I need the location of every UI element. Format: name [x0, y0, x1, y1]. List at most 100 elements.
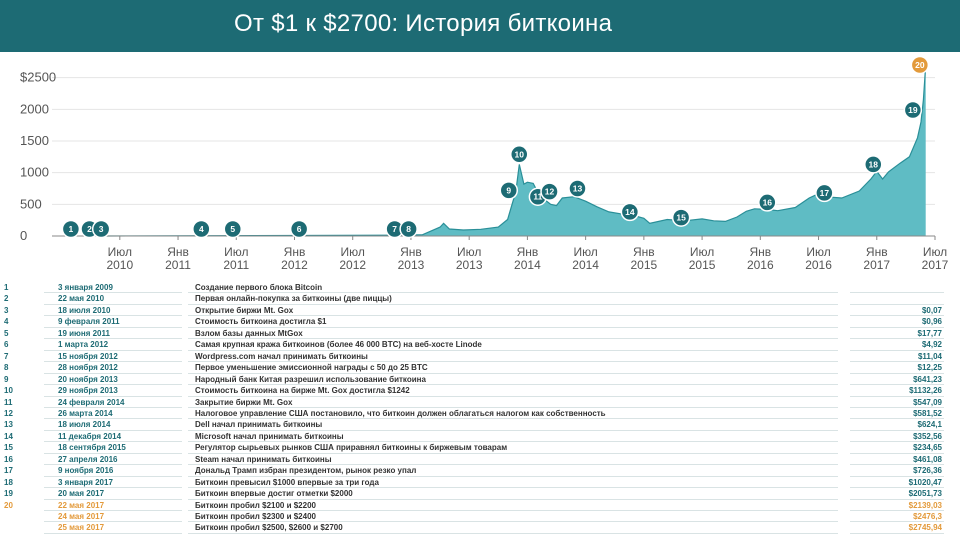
row-separator: [188, 384, 838, 386]
event-description: Открытие биржи Mt. Gox: [195, 305, 294, 315]
row-separator: [188, 498, 838, 500]
row-separator: [188, 429, 838, 431]
event-marker-16: [758, 193, 777, 212]
row-separator: [850, 372, 944, 374]
event-price: $2051,73: [908, 489, 942, 499]
event-marker-label: 13: [573, 184, 583, 194]
event-date: 27 апреля 2016: [58, 454, 118, 464]
table-row: 12 26 марта 2014 Налоговое управление США …: [0, 408, 960, 420]
event-date: 25 мая 2017: [58, 523, 105, 533]
y-tick-label: 2000: [20, 101, 49, 116]
event-marker-9: [499, 181, 519, 200]
x-tick-label: Янв: [400, 245, 422, 259]
event-number: 15: [4, 443, 13, 453]
events-table: 1 3 января 2009 Создание первого блока Bit…: [0, 282, 960, 536]
x-tick-label: Янв: [167, 245, 189, 259]
event-marker-label: 20: [915, 60, 925, 70]
row-separator: [44, 532, 182, 534]
event-marker-label: 14: [625, 207, 635, 217]
event-description: Первая онлайн-покупка за биткоины (две п…: [195, 294, 392, 304]
row-separator: [44, 510, 182, 511]
event-date: 9 февраля 2011: [58, 317, 120, 327]
event-marker-6: [289, 219, 309, 239]
event-description: Dell начал принимать биткоины: [195, 420, 323, 430]
event-marker-10: [510, 145, 529, 164]
event-price: $352,56: [913, 431, 942, 441]
row-separator: [44, 521, 182, 523]
x-tick-year-label: 2011: [223, 258, 249, 272]
event-marker-label: 11: [533, 192, 542, 202]
event-marker-17: [815, 183, 834, 203]
event-date: 29 ноября 2013: [58, 386, 118, 396]
row-separator: [188, 326, 838, 328]
x-tick-label: Июл: [690, 245, 714, 259]
table-row: 16 27 апреля 2016 Steam начал принимать би…: [0, 454, 960, 466]
event-marker-20: [910, 55, 930, 75]
price-line: [102, 64, 927, 237]
event-marker-label: 16: [763, 197, 773, 207]
event-description: Первое уменьшение эмиссионной награды с …: [195, 363, 428, 373]
row-separator: [850, 384, 944, 386]
x-tick-year-label: 2014: [572, 258, 599, 272]
event-number: 20: [4, 500, 13, 510]
row-separator: [44, 418, 182, 420]
event-date: 18 июля 2014: [58, 420, 111, 430]
x-tick-year-label: 2016: [747, 258, 774, 272]
event-number: 14: [4, 431, 13, 441]
event-description: Биткоин пробил $2300 и $2400: [195, 512, 316, 521]
event-date: 18 июля 2010: [58, 305, 111, 315]
event-number: 12: [4, 408, 13, 418]
title-bar: От $1 к $2700: История биткоина: [0, 0, 960, 52]
event-description: Дональд Трамп избран президентом, рынок …: [195, 466, 417, 476]
x-tick-label: Янв: [517, 245, 539, 259]
x-tick-year-label: 2014: [514, 258, 541, 272]
row-separator: [188, 441, 838, 443]
table-row: 20 22 мая 2017 Биткоин пробил $2100 и $220…: [0, 500, 960, 512]
row-separator: [850, 338, 944, 340]
event-price: $726,36: [913, 466, 942, 476]
row-separator: [188, 338, 838, 340]
table-row: 13 18 июля 2014 Dell начал принимать битко…: [0, 419, 960, 431]
event-description: Биткоин превысил $1000 впервые за три го…: [195, 477, 379, 487]
x-axis-ticks: Июл2010Янв2011Июл2011Янв2012Июл2012Янв20…: [52, 235, 949, 272]
event-number: 13: [4, 420, 13, 430]
event-number: 9: [4, 374, 9, 384]
event-marker-label: 15: [676, 213, 686, 223]
event-date: 3 января 2009: [58, 283, 113, 292]
event-date: 24 февраля 2014: [58, 397, 125, 407]
table-row: 7 15 ноября 2012 Wordpress.com начал прини…: [0, 351, 960, 363]
event-marker-label: 1: [69, 224, 74, 234]
table-row: 18 3 января 2017 Биткоин превысил $1000 вп…: [0, 477, 960, 489]
table-row: 10 29 ноября 2013 Стоимость биткоина на би…: [0, 385, 960, 397]
row-separator: [850, 441, 944, 443]
event-marker-label: 7: [392, 224, 397, 234]
x-tick-label: Янв: [633, 245, 655, 259]
row-separator: [44, 452, 182, 454]
event-date: 24 мая 2017: [58, 512, 105, 521]
row-separator: [188, 532, 838, 534]
row-separator: [44, 361, 182, 363]
row-separator: [850, 510, 944, 511]
event-price: $581,52: [913, 408, 942, 418]
event-number: 2: [4, 294, 9, 304]
row-separator: [850, 487, 944, 489]
row-separator: [44, 429, 182, 431]
event-description: Народный банк Китая разрешил использован…: [195, 374, 426, 384]
event-marker-label: 10: [515, 149, 525, 159]
row-separator: [850, 349, 944, 351]
y-tick-label: 1500: [20, 133, 49, 148]
row-separator: [850, 418, 944, 420]
event-number: 17: [4, 466, 13, 476]
row-separator: [850, 475, 944, 477]
row-separator: [188, 464, 838, 466]
x-tick-label: Июл: [108, 245, 132, 259]
event-description: Биткоин впервые достиг отметки $2000: [195, 489, 353, 499]
event-description: Закрытие биржи Mt. Gox: [195, 397, 293, 407]
event-number: 7: [4, 351, 9, 361]
event-description: Стоимость биткоина на бирже Mt. Gox дост…: [195, 386, 410, 396]
x-tick-label: Июл: [341, 245, 365, 259]
event-marker-4: [192, 219, 211, 239]
price-area: [102, 65, 926, 236]
